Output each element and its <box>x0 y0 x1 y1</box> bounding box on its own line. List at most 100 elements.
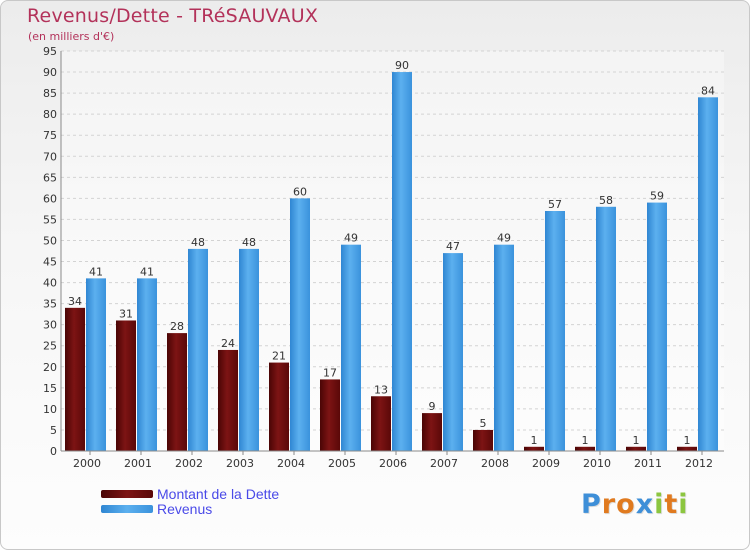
bar-dette <box>167 333 187 451</box>
data-label-revenus: 60 <box>293 185 307 198</box>
y-tick-label: 50 <box>43 234 57 247</box>
bar-revenus <box>86 278 106 451</box>
y-tick-label: 60 <box>43 192 57 205</box>
y-tick-label: 35 <box>43 298 57 311</box>
y-tick-label: 45 <box>43 256 57 269</box>
y-tick-label: 30 <box>43 319 57 332</box>
data-label-dette: 24 <box>221 337 235 350</box>
data-label-dette: 31 <box>119 307 133 320</box>
bar-dette <box>116 320 136 451</box>
logo-letter: x <box>635 489 655 520</box>
data-label-revenus: 59 <box>650 190 664 203</box>
bar-revenus <box>239 248 259 451</box>
legend-swatch-dette <box>101 490 153 498</box>
logo-letter: i <box>654 489 665 520</box>
x-tick-label: 2011 <box>634 457 662 470</box>
y-tick-label: 25 <box>43 340 57 353</box>
bar-revenus <box>392 72 412 451</box>
y-tick-label: 65 <box>43 171 57 184</box>
x-tick-label: 2008 <box>481 457 509 470</box>
y-tick-label: 0 <box>50 445 57 458</box>
x-tick-label: 2010 <box>583 457 611 470</box>
data-label-revenus: 48 <box>191 236 205 249</box>
bar-revenus <box>341 244 361 451</box>
y-tick-label: 5 <box>50 424 57 437</box>
y-tick-label: 15 <box>43 382 57 395</box>
bar-dette <box>320 379 340 451</box>
data-label-dette: 34 <box>68 295 82 308</box>
y-tick-label: 85 <box>43 87 57 100</box>
bar-dette <box>422 413 442 451</box>
x-tick-label: 2012 <box>685 457 713 470</box>
chart-title: Revenus/Dette - TRéSAUVAUX <box>27 5 319 27</box>
y-tick-label: 75 <box>43 129 57 142</box>
data-label-dette: 1 <box>684 434 691 447</box>
bar-revenus <box>596 206 616 451</box>
bar-revenus <box>290 198 310 451</box>
data-label-revenus: 49 <box>344 232 358 245</box>
logo-letter: r <box>601 489 617 520</box>
bar-revenus <box>494 244 514 451</box>
bar-dette <box>677 446 697 451</box>
data-label-revenus: 49 <box>497 232 511 245</box>
y-tick-label: 95 <box>43 45 57 58</box>
y-tick-label: 40 <box>43 277 57 290</box>
bar-revenus <box>137 278 157 451</box>
bar-dette <box>473 429 493 451</box>
logo-letter: i <box>678 489 689 520</box>
logo-letter: P <box>581 489 602 520</box>
data-label-dette: 21 <box>272 350 286 363</box>
bar-revenus <box>698 97 718 451</box>
x-tick-label: 2007 <box>430 457 458 470</box>
data-label-revenus: 58 <box>599 194 613 207</box>
data-label-dette: 5 <box>480 417 487 430</box>
x-tick-label: 2006 <box>379 457 407 470</box>
data-label-dette: 1 <box>582 434 589 447</box>
bar-dette <box>371 396 391 451</box>
x-tick-label: 2001 <box>124 457 152 470</box>
data-label-dette: 9 <box>429 400 436 413</box>
y-tick-label: 20 <box>43 361 57 374</box>
data-label-dette: 28 <box>170 320 184 333</box>
bar-dette <box>626 446 646 451</box>
data-label-revenus: 41 <box>89 265 103 278</box>
data-label-dette: 13 <box>374 383 388 396</box>
x-tick-label: 2004 <box>277 457 305 470</box>
chart-subtitle: (en milliers d'€) <box>28 30 115 43</box>
data-label-dette: 1 <box>633 434 640 447</box>
data-label-revenus: 90 <box>395 59 409 72</box>
bar-revenus <box>545 211 565 451</box>
y-tick-label: 10 <box>43 403 57 416</box>
y-tick-label: 70 <box>43 150 57 163</box>
logo-letter: o <box>616 489 636 520</box>
bar-dette <box>524 446 544 451</box>
legend-label-dette: Montant de la Dette <box>157 486 280 502</box>
y-tick-label: 90 <box>43 66 57 79</box>
x-tick-label: 2002 <box>175 457 203 470</box>
data-label-revenus: 41 <box>140 265 154 278</box>
data-label-dette: 17 <box>323 366 337 379</box>
data-label-revenus: 47 <box>446 240 460 253</box>
data-label-revenus: 48 <box>242 236 256 249</box>
bar-dette <box>65 307 85 451</box>
bar-revenus <box>443 253 463 451</box>
x-tick-label: 2009 <box>532 457 560 470</box>
y-tick-label: 55 <box>43 213 57 226</box>
x-tick-label: 2005 <box>328 457 356 470</box>
data-label-revenus: 57 <box>548 198 562 211</box>
bar-dette <box>218 349 238 451</box>
bar-revenus <box>188 248 208 451</box>
y-tick-label: 80 <box>43 108 57 121</box>
bar-revenus <box>647 202 667 451</box>
bar-dette <box>575 446 595 451</box>
data-label-dette: 1 <box>531 434 538 447</box>
data-label-revenus: 84 <box>701 84 715 97</box>
logo-letter: t <box>664 489 679 520</box>
proxiti-logo: Proxiti <box>581 489 689 520</box>
legend-swatch-revenus <box>101 505 153 513</box>
legend-label-revenus: Revenus <box>157 501 213 517</box>
x-tick-label: 2000 <box>73 457 101 470</box>
bar-dette <box>269 362 289 451</box>
